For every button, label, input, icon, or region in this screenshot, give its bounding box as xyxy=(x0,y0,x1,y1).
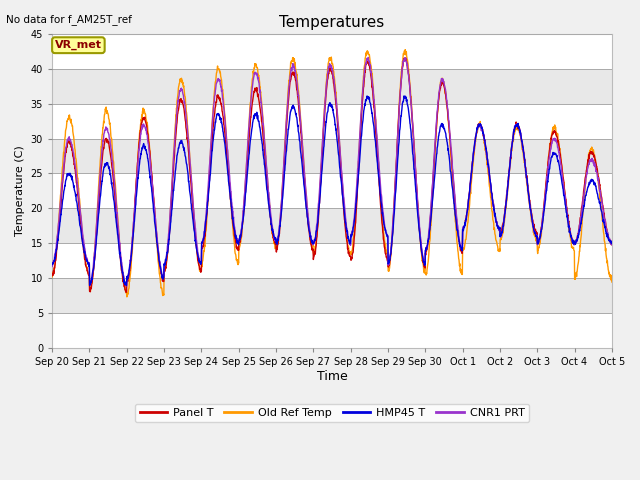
X-axis label: Time: Time xyxy=(317,370,348,383)
Bar xyxy=(52,104,612,139)
Title: Temperatures: Temperatures xyxy=(279,15,385,30)
Text: VR_met: VR_met xyxy=(55,40,102,50)
Bar xyxy=(52,313,612,348)
Bar xyxy=(52,34,612,69)
Text: No data for f_AM25T_ref: No data for f_AM25T_ref xyxy=(6,13,132,24)
Bar xyxy=(52,208,612,243)
Bar xyxy=(52,139,612,173)
Bar xyxy=(52,278,612,313)
Legend: Panel T, Old Ref Temp, HMP45 T, CNR1 PRT: Panel T, Old Ref Temp, HMP45 T, CNR1 PRT xyxy=(135,404,529,422)
Y-axis label: Temperature (C): Temperature (C) xyxy=(15,145,25,236)
Bar xyxy=(52,243,612,278)
Bar xyxy=(52,173,612,208)
Bar xyxy=(52,69,612,104)
